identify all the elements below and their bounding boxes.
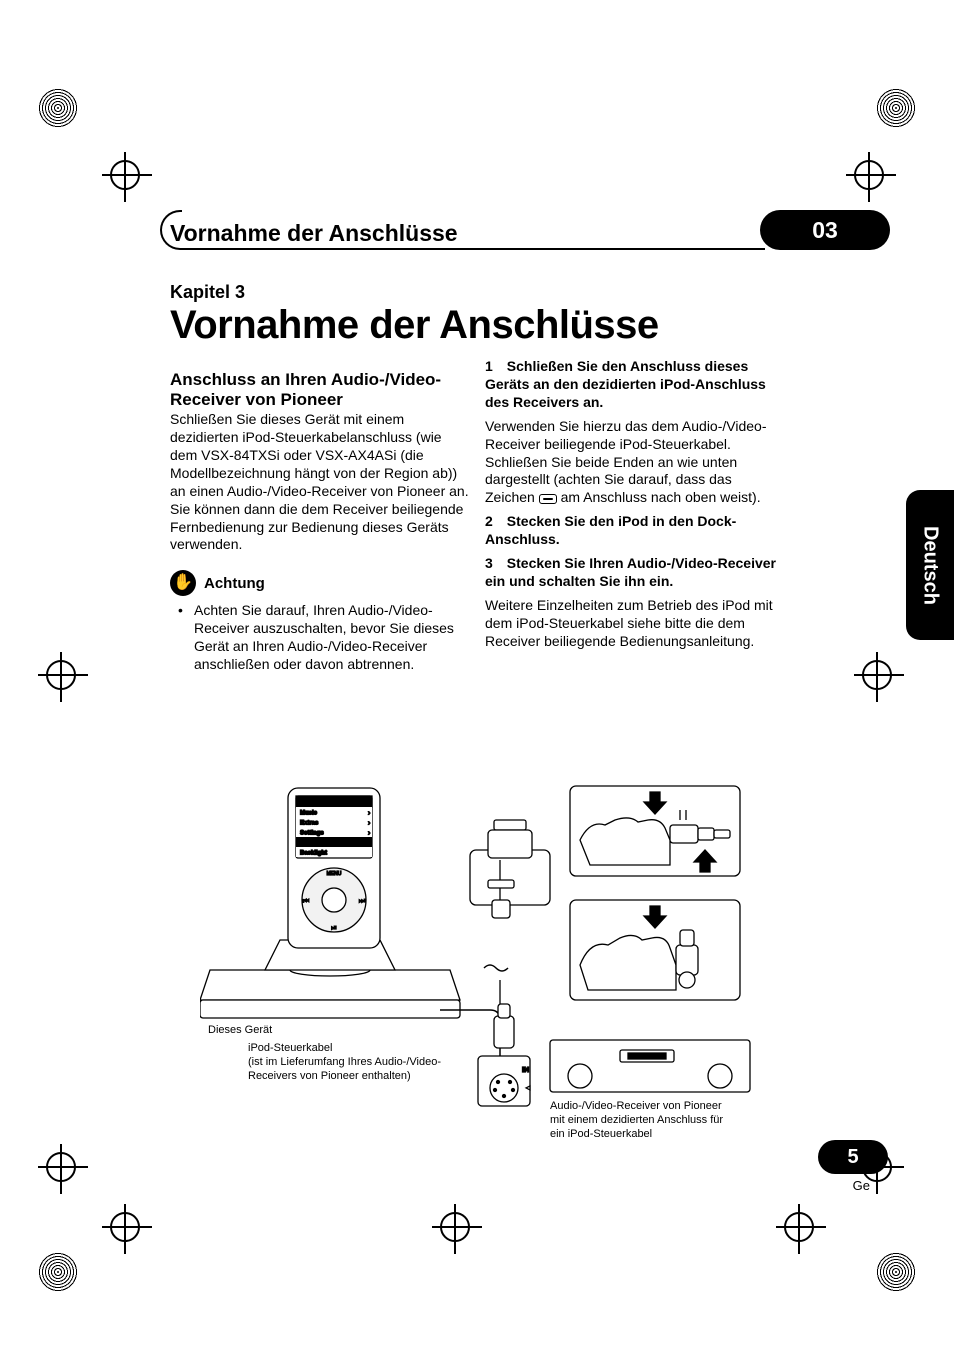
caution-label: Achtung	[204, 574, 265, 593]
language-tab-label: Deutsch	[919, 526, 942, 605]
running-title: Vornahme der Anschlüsse	[170, 220, 890, 247]
step-2: 2Stecken Sie den iPod in den Dock-Anschl…	[485, 513, 785, 549]
ipod-menu-item: Backlight	[300, 851, 327, 857]
caution-hand-icon: ✋	[170, 570, 196, 596]
ipod-screen-title: iPod	[326, 800, 341, 807]
step-2-head: Stecken Sie den iPod in den Dock-Anschlu…	[485, 513, 736, 547]
registration-target-icon	[46, 660, 86, 700]
connector-symbol-icon	[539, 494, 557, 504]
crop-mark-icon	[38, 88, 78, 128]
registration-target-icon	[784, 1212, 824, 1252]
caution-bullet: Achten Sie darauf, Ihren Audio-/Video-Re…	[170, 602, 470, 674]
step-1-head: Schließen Sie den Anschluss dieses Gerät…	[485, 358, 766, 410]
body-column-left: Anschluss an Ihren Audio-/Video-Receiver…	[170, 370, 470, 674]
step-3-head: Stecken Sie Ihren Audio-/Video-Receiver …	[485, 555, 776, 589]
chapter-heading: Kapitel 3 Vornahme der Anschlüsse	[170, 282, 790, 348]
page-root: 03 Vornahme der Anschlüsse Kapitel 3 Vor…	[0, 0, 954, 1352]
caution-heading: ✋ Achtung	[170, 570, 470, 596]
chapter-label: Kapitel 3	[170, 282, 790, 303]
step-number: 1	[485, 358, 493, 374]
step-number: 3	[485, 555, 493, 571]
intro-paragraph: Schließen Sie dieses Gerät mit einem dez…	[170, 411, 470, 554]
diagram-label-cable: iPod-Steuerkabel	[248, 1042, 332, 1056]
svg-text:⏯: ⏯	[331, 925, 337, 932]
ipod-menu-item: Music	[300, 811, 318, 817]
running-title-text: Vornahme der Anschlüsse	[170, 220, 890, 247]
crop-mark-icon	[38, 1252, 78, 1292]
language-tab: Deutsch	[906, 490, 954, 640]
crop-mark-icon	[876, 1252, 916, 1292]
step-1: 1Schließen Sie den Anschluss dieses Gerä…	[485, 358, 785, 412]
step-number: 2	[485, 513, 493, 529]
step-3: 3Stecken Sie Ihren Audio-/Video-Receiver…	[485, 555, 785, 591]
registration-target-icon	[854, 160, 894, 200]
port-in-label: IN	[522, 1067, 529, 1074]
section-heading: Anschluss an Ihren Audio-/Video-Receiver…	[170, 370, 470, 409]
svg-text:⏮: ⏮	[303, 898, 309, 905]
registration-target-icon	[46, 1152, 86, 1192]
ipod-menu-item: Shuffle Songs	[300, 841, 341, 847]
page-number-pill: 5	[818, 1140, 888, 1174]
step-1-body: Verwenden Sie hierzu das dem Audio-/Vide…	[485, 418, 785, 508]
svg-text:◂: ◂	[526, 1083, 530, 1092]
body-column-right: 1Schließen Sie den Anschluss dieses Gerä…	[485, 358, 785, 657]
svg-text:⏭: ⏭	[359, 898, 366, 905]
connection-diagram: iPod Music›Extras›Settings›Shuffle Songs…	[200, 780, 760, 1200]
chapter-title: Vornahme der Anschlüsse	[170, 303, 790, 348]
crop-mark-icon	[876, 88, 916, 128]
diagram-label-cable-sub: (ist im Lieferumfang Ihres Audio-/Video-…	[248, 1056, 468, 1084]
language-short: Ge	[853, 1178, 870, 1193]
diagram-label-receiver: Audio-/Video-Receiver von Pioneer mit ei…	[550, 1100, 730, 1141]
diagram-label-device: Dieses Gerät	[208, 1024, 272, 1038]
registration-target-icon	[440, 1212, 480, 1252]
ipod-menu-item: Settings	[300, 831, 324, 837]
step-1-body-b: am Anschluss nach oben weist).	[557, 489, 761, 505]
registration-target-icon	[110, 160, 150, 200]
registration-target-icon	[862, 660, 902, 700]
ipod-menu-label: MENU	[327, 871, 342, 877]
registration-target-icon	[110, 1212, 150, 1252]
ipod-menu-item: Extras	[300, 821, 319, 827]
step-3-body: Weitere Einzelheiten zum Betrieb des iPo…	[485, 597, 785, 651]
